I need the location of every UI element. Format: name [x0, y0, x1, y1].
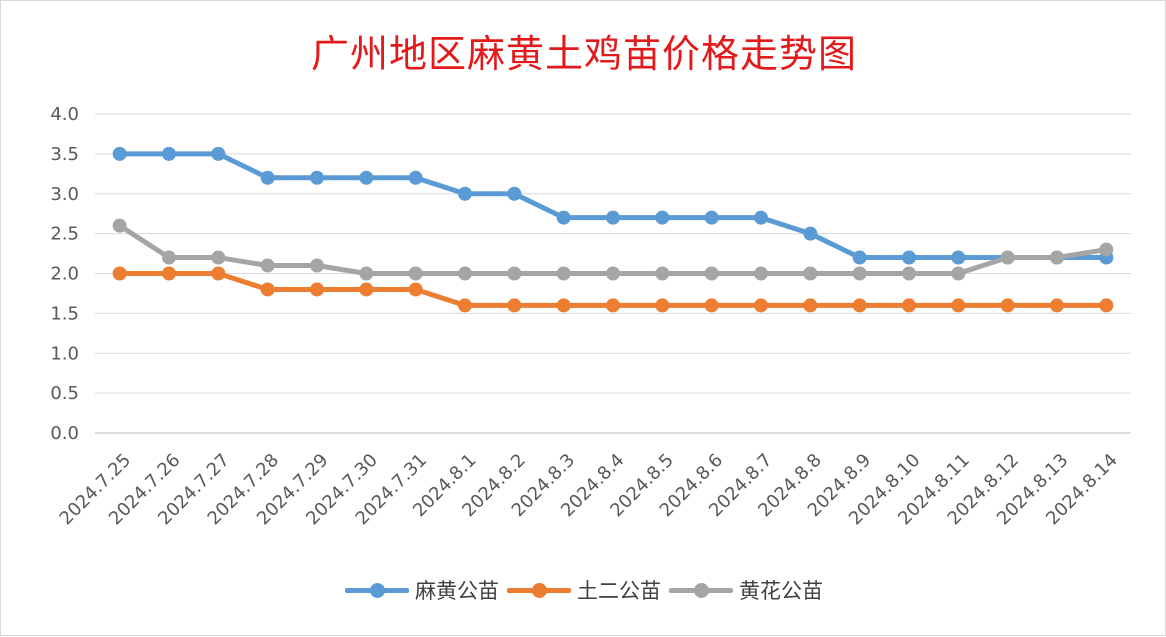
- legend: 麻黄公苗 土二公苗 黄花公苗: [1, 575, 1166, 605]
- y-axis: 0.0 0.5 1.0 1.5 2.0 2.5 3.0 3.5 4.0: [50, 104, 79, 444]
- data-point: [1000, 298, 1015, 313]
- data-point: [852, 250, 867, 265]
- data-point: [902, 298, 916, 313]
- legend-swatch-series-2: [507, 582, 571, 598]
- data-point: [754, 210, 768, 225]
- legend-item-series-1: 麻黄公苗: [345, 575, 499, 605]
- data-point: [507, 298, 522, 313]
- data-point: [458, 298, 472, 313]
- data-point: [310, 282, 324, 297]
- data-point: [359, 266, 374, 281]
- data-point: [507, 266, 522, 281]
- legend-item-series-3: 黄花公苗: [669, 575, 823, 605]
- series-2: [112, 266, 1114, 313]
- data-point: [803, 298, 818, 313]
- data-point: [162, 250, 176, 265]
- chart-title: 广州地区麻黄土鸡苗价格走势图: [310, 32, 857, 76]
- data-point: [655, 266, 670, 281]
- data-point: [162, 146, 176, 161]
- legend-item-series-2: 土二公苗: [507, 575, 661, 605]
- data-point: [260, 170, 275, 185]
- data-point: [754, 266, 768, 281]
- series-1: [112, 146, 1114, 265]
- data-point: [606, 298, 620, 313]
- data-point: [902, 266, 916, 281]
- series-3: [112, 218, 1114, 281]
- data-point: [359, 170, 374, 185]
- y-tick-label: 1.0: [50, 343, 79, 364]
- data-point: [1000, 250, 1015, 265]
- data-point: [408, 266, 423, 281]
- data-point: [655, 210, 670, 225]
- data-point: [951, 266, 966, 281]
- legend-label-series-3: 黄花公苗: [739, 579, 823, 603]
- data-point: [211, 266, 226, 281]
- legend-label-series-1: 麻黄公苗: [415, 579, 499, 603]
- data-point: [951, 298, 966, 313]
- data-point: [1050, 250, 1064, 265]
- data-point: [112, 146, 127, 161]
- series-group: [112, 146, 1114, 313]
- data-point: [803, 266, 818, 281]
- data-point: [704, 266, 719, 281]
- y-tick-label: 0.0: [50, 423, 79, 444]
- data-point: [211, 146, 226, 161]
- data-point: [112, 218, 127, 233]
- data-point: [507, 186, 522, 201]
- legend-swatch-series-1: [345, 582, 409, 598]
- data-point: [408, 282, 423, 297]
- legend-label-series-2: 土二公苗: [577, 579, 661, 603]
- data-point: [852, 266, 867, 281]
- data-point: [458, 186, 472, 201]
- data-point: [112, 266, 127, 281]
- data-point: [162, 266, 176, 281]
- data-point: [1099, 242, 1114, 257]
- y-tick-label: 2.5: [50, 224, 79, 245]
- data-point: [852, 298, 867, 313]
- data-point: [1099, 298, 1114, 313]
- y-tick-label: 4.0: [50, 104, 79, 125]
- legend-swatch-series-3: [669, 582, 733, 598]
- x-axis: 2024.7.252024.7.262024.7.272024.7.282024…: [56, 450, 1122, 530]
- data-point: [902, 250, 916, 265]
- data-point: [803, 226, 818, 241]
- data-point: [655, 298, 670, 313]
- y-tick-label: 0.5: [50, 383, 79, 404]
- data-point: [408, 170, 423, 185]
- y-tick-label: 3.0: [50, 184, 79, 205]
- gridlines: [95, 113, 1131, 434]
- data-point: [310, 170, 324, 185]
- y-tick-label: 2.0: [50, 264, 79, 285]
- data-point: [704, 298, 719, 313]
- data-point: [310, 258, 324, 273]
- data-point: [606, 210, 620, 225]
- data-point: [556, 210, 571, 225]
- data-point: [606, 266, 620, 281]
- data-point: [951, 250, 966, 265]
- series-line: [117, 151, 1109, 261]
- data-point: [260, 258, 275, 273]
- data-point: [260, 282, 275, 297]
- data-point: [1050, 298, 1064, 313]
- y-tick-label: 3.5: [50, 144, 79, 165]
- data-point: [359, 282, 374, 297]
- data-point: [556, 266, 571, 281]
- y-tick-label: 1.5: [50, 303, 79, 324]
- data-point: [754, 298, 768, 313]
- data-point: [556, 298, 571, 313]
- data-point: [458, 266, 472, 281]
- data-point: [211, 250, 226, 265]
- data-point: [704, 210, 719, 225]
